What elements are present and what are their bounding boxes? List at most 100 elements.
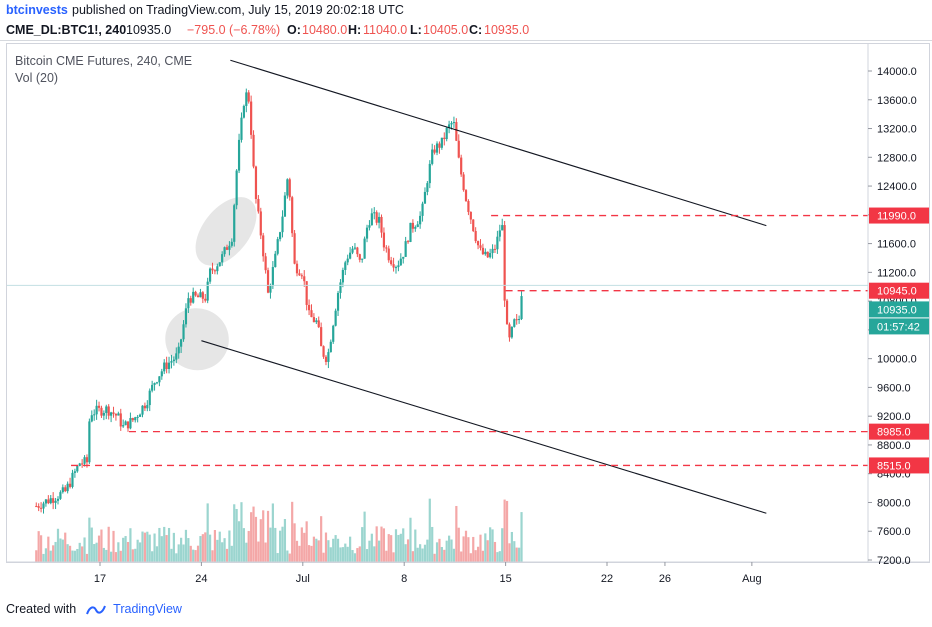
last-price-tag-box <box>869 301 929 318</box>
volume-bar <box>397 534 400 562</box>
candle-body <box>508 324 511 338</box>
volume-bar <box>136 539 139 562</box>
volume-bar <box>119 550 122 562</box>
volume-bar <box>189 545 192 562</box>
symbol-name: CME_DL:BTC1!, 240 <box>6 23 127 37</box>
volume-bar <box>49 550 52 562</box>
volume-bar <box>479 534 482 562</box>
candle-body <box>199 292 202 298</box>
level-tag-8515.0: 8515.0 <box>877 460 911 472</box>
candle-body <box>339 282 342 293</box>
candle-body <box>317 320 320 328</box>
candle-body <box>172 359 175 362</box>
candle-body <box>242 105 245 118</box>
volume-bar <box>73 550 76 562</box>
candle-body <box>291 197 294 234</box>
candle-body <box>201 292 204 299</box>
candle-body <box>279 232 282 240</box>
symbol-header: CME_DL:BTC1!, 240 10935.0 −795.0 (−6.78%… <box>0 20 932 41</box>
volume-bar <box>39 535 43 562</box>
volume-bar <box>143 532 147 562</box>
volume-bar <box>295 540 299 562</box>
volume-bar <box>218 531 221 562</box>
candle-body <box>225 247 229 250</box>
candle-body <box>93 414 96 416</box>
candle-body <box>402 256 405 259</box>
candle-body <box>498 230 501 237</box>
volume-bar <box>455 505 458 562</box>
candle-body <box>298 273 301 276</box>
volume-bar <box>148 534 151 562</box>
volume-bar <box>199 536 202 562</box>
volume-bar <box>233 504 236 562</box>
candle-body <box>266 270 270 293</box>
volume-bar <box>153 533 156 562</box>
volume-bar <box>411 551 414 562</box>
volume-bar <box>520 512 523 562</box>
volume-bar <box>428 498 431 562</box>
candle-body <box>151 384 154 391</box>
candle-body <box>476 241 480 246</box>
candle-body <box>189 298 192 303</box>
candle-body <box>90 415 93 422</box>
volume-bar <box>421 548 424 562</box>
candle-body <box>252 134 255 167</box>
candle-body <box>153 383 156 385</box>
tradingview-brand[interactable]: TradingView <box>113 602 182 616</box>
candle-body <box>160 371 163 377</box>
candle-body <box>370 213 373 226</box>
volume-bar <box>177 544 180 562</box>
candle-body <box>180 339 183 347</box>
candle-body <box>237 139 241 171</box>
volume-bar <box>324 532 328 562</box>
volume-bar <box>426 539 429 562</box>
volume-bar <box>151 551 154 562</box>
candle-body <box>124 421 127 426</box>
volume-bar <box>329 547 332 562</box>
candle-body <box>148 390 151 406</box>
volume-bar <box>387 534 390 562</box>
candle-body <box>264 256 267 271</box>
candle-body <box>194 291 197 296</box>
candle-body <box>247 92 250 102</box>
candle-body <box>351 248 354 253</box>
candle-body <box>344 262 347 270</box>
volume-bar <box>349 536 352 562</box>
volume-bar <box>266 510 270 562</box>
volume-bar <box>245 542 248 562</box>
volume-bar <box>493 541 497 562</box>
volume-bar <box>180 537 183 562</box>
candle-body <box>399 258 402 266</box>
volume-bar <box>356 548 359 562</box>
candle-body <box>510 326 513 338</box>
volume-bar <box>85 553 89 562</box>
volume-bar <box>450 539 453 562</box>
y-tick-label: 14000.0 <box>877 66 917 78</box>
candle-body <box>107 406 110 416</box>
candle-body <box>276 239 279 254</box>
volume-bar <box>167 527 171 562</box>
candle-body <box>327 352 330 362</box>
volume-bar <box>307 545 311 562</box>
candle-body <box>175 353 178 360</box>
candle-body <box>216 266 219 272</box>
volume-bar <box>474 550 477 562</box>
author-username[interactable]: btcinvests <box>6 3 68 17</box>
candle-body <box>131 418 134 421</box>
volume-bar <box>501 528 504 562</box>
candle-body <box>450 123 453 125</box>
candle-body <box>42 503 45 509</box>
candle-body <box>182 324 185 340</box>
volume-bar <box>187 538 190 562</box>
volume-bar <box>61 539 64 562</box>
volume-bar <box>498 551 501 562</box>
volume-bar <box>66 544 69 562</box>
candle-body <box>61 487 64 493</box>
volume-bar <box>204 532 207 562</box>
volume-bar <box>274 527 277 562</box>
candle-body <box>385 247 388 249</box>
volume-bar <box>361 527 364 562</box>
volume-bar <box>438 538 441 562</box>
volume-bar <box>112 530 115 562</box>
